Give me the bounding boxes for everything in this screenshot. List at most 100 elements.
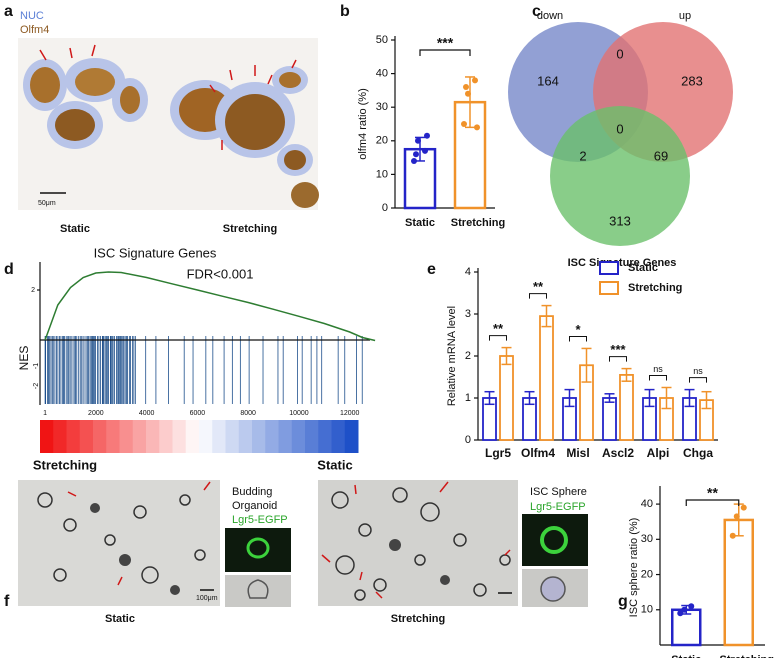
significance-bracket xyxy=(569,335,587,342)
data-point xyxy=(415,137,421,144)
bar xyxy=(723,518,754,647)
venn-count: 2 xyxy=(579,148,586,163)
panel-label: g xyxy=(618,593,628,610)
x-tick-label: 10000 xyxy=(289,410,309,417)
inset-label: ISC Sphere xyxy=(530,486,587,498)
y-tick-label: 20 xyxy=(641,568,653,580)
inset-label: Lgr5-EGFP xyxy=(232,514,288,526)
venn-count: 283 xyxy=(681,73,703,88)
panel-label: e xyxy=(427,261,436,278)
rank-tick-label: -2 xyxy=(33,383,40,389)
bar xyxy=(671,608,702,647)
data-point xyxy=(422,147,428,154)
gradient-cell xyxy=(40,420,54,453)
venn xyxy=(508,22,733,246)
x-tick-label: 12000 xyxy=(340,410,360,417)
inset-label: Lgr5-EGFP xyxy=(530,501,586,513)
data-point xyxy=(413,151,419,158)
y-tick-label: 3 xyxy=(465,308,471,320)
gradient-cell xyxy=(238,420,253,453)
bar xyxy=(602,397,617,441)
significance-bracket xyxy=(489,335,507,341)
x-tick-label: Alpi xyxy=(647,446,670,460)
significance-label: *** xyxy=(437,35,454,51)
venn-count: 0 xyxy=(616,46,623,61)
x-tick-label: Stretching xyxy=(720,654,774,658)
gradient-cell xyxy=(146,420,160,453)
y-axis-label: Relative mRNA level xyxy=(446,306,458,406)
legend-swatch xyxy=(599,281,619,295)
venn-set-label: up xyxy=(679,10,691,22)
panel-label: c xyxy=(532,3,541,20)
image-caption: Static xyxy=(105,613,135,625)
gradient-cell xyxy=(119,420,134,453)
panel-label: b xyxy=(340,3,350,20)
image-caption: Stretching xyxy=(391,613,445,625)
legend-swatch xyxy=(599,261,619,275)
significance-bracket xyxy=(609,356,627,362)
y-tick-label: 40 xyxy=(376,68,388,80)
x-tick-label: 4000 xyxy=(139,410,155,417)
gradient-cell xyxy=(53,420,67,453)
gradient-cell xyxy=(252,420,266,453)
x-tick-label: Chga xyxy=(683,446,713,460)
image-caption: Static xyxy=(60,223,90,235)
y-tick-label: 10 xyxy=(641,604,653,616)
significance-bracket xyxy=(529,293,547,299)
x-tick-label: Static xyxy=(671,654,701,658)
gradient-cell xyxy=(172,420,187,453)
bar xyxy=(619,373,634,441)
data-point xyxy=(681,606,688,613)
data-point xyxy=(411,157,417,164)
legend-label: Stretching xyxy=(628,282,682,294)
significance-label: ** xyxy=(533,279,544,294)
data-point xyxy=(472,77,478,84)
significance-bracket xyxy=(689,377,707,383)
data-point xyxy=(688,603,695,610)
gradient-cell xyxy=(212,420,226,453)
venn-set-label: ISC Signature Genes xyxy=(568,257,677,269)
data-point xyxy=(729,532,736,539)
venn-set-label: down xyxy=(537,10,563,22)
inset-label: Organoid xyxy=(232,500,277,512)
panel-label: a xyxy=(4,3,13,20)
gradient-cell xyxy=(185,420,200,453)
y-tick-label: 1 xyxy=(465,392,471,404)
enrichment-line xyxy=(44,271,376,342)
panel-label: f xyxy=(4,593,10,610)
inset-label: Budding xyxy=(232,486,272,498)
data-point xyxy=(733,513,740,520)
rank-tick-label: -1 xyxy=(33,363,40,369)
significance-label: *** xyxy=(610,342,626,357)
scale-bar-label: 50μm xyxy=(38,200,56,207)
data-point xyxy=(461,121,467,127)
gradient-cell xyxy=(318,420,332,453)
hit-barcode xyxy=(44,336,363,404)
y-tick-label: 20 xyxy=(376,135,388,147)
x-tick-label: 2000 xyxy=(88,410,104,417)
significance-label: ** xyxy=(493,321,504,336)
venn-count: 69 xyxy=(654,148,668,163)
venn-count: 313 xyxy=(609,213,631,228)
gradient-cell xyxy=(305,420,319,453)
stain-label: Olfm4 xyxy=(20,24,49,36)
annotation: FDR<0.001 xyxy=(187,266,254,281)
data-point xyxy=(474,124,480,131)
gradient-cell xyxy=(331,420,346,453)
venn-count: 0 xyxy=(616,121,623,136)
gradient-cell xyxy=(93,420,107,453)
x-tick-label: Olfm4 xyxy=(521,446,555,460)
venn-count: 164 xyxy=(537,73,559,88)
gradient-cell xyxy=(132,420,147,453)
x-tick-label: 1 xyxy=(43,410,47,417)
significance-label: ns xyxy=(653,364,663,374)
scale-bar-label: 100μm xyxy=(196,595,218,602)
significance-bracket xyxy=(419,49,471,56)
bar xyxy=(453,100,487,210)
y-tick-label: 0 xyxy=(382,202,388,214)
gradient-cell xyxy=(344,420,359,453)
y-axis-label: ISC sphere ratio (%) xyxy=(628,518,640,618)
bar xyxy=(539,315,554,441)
data-point xyxy=(463,84,469,91)
